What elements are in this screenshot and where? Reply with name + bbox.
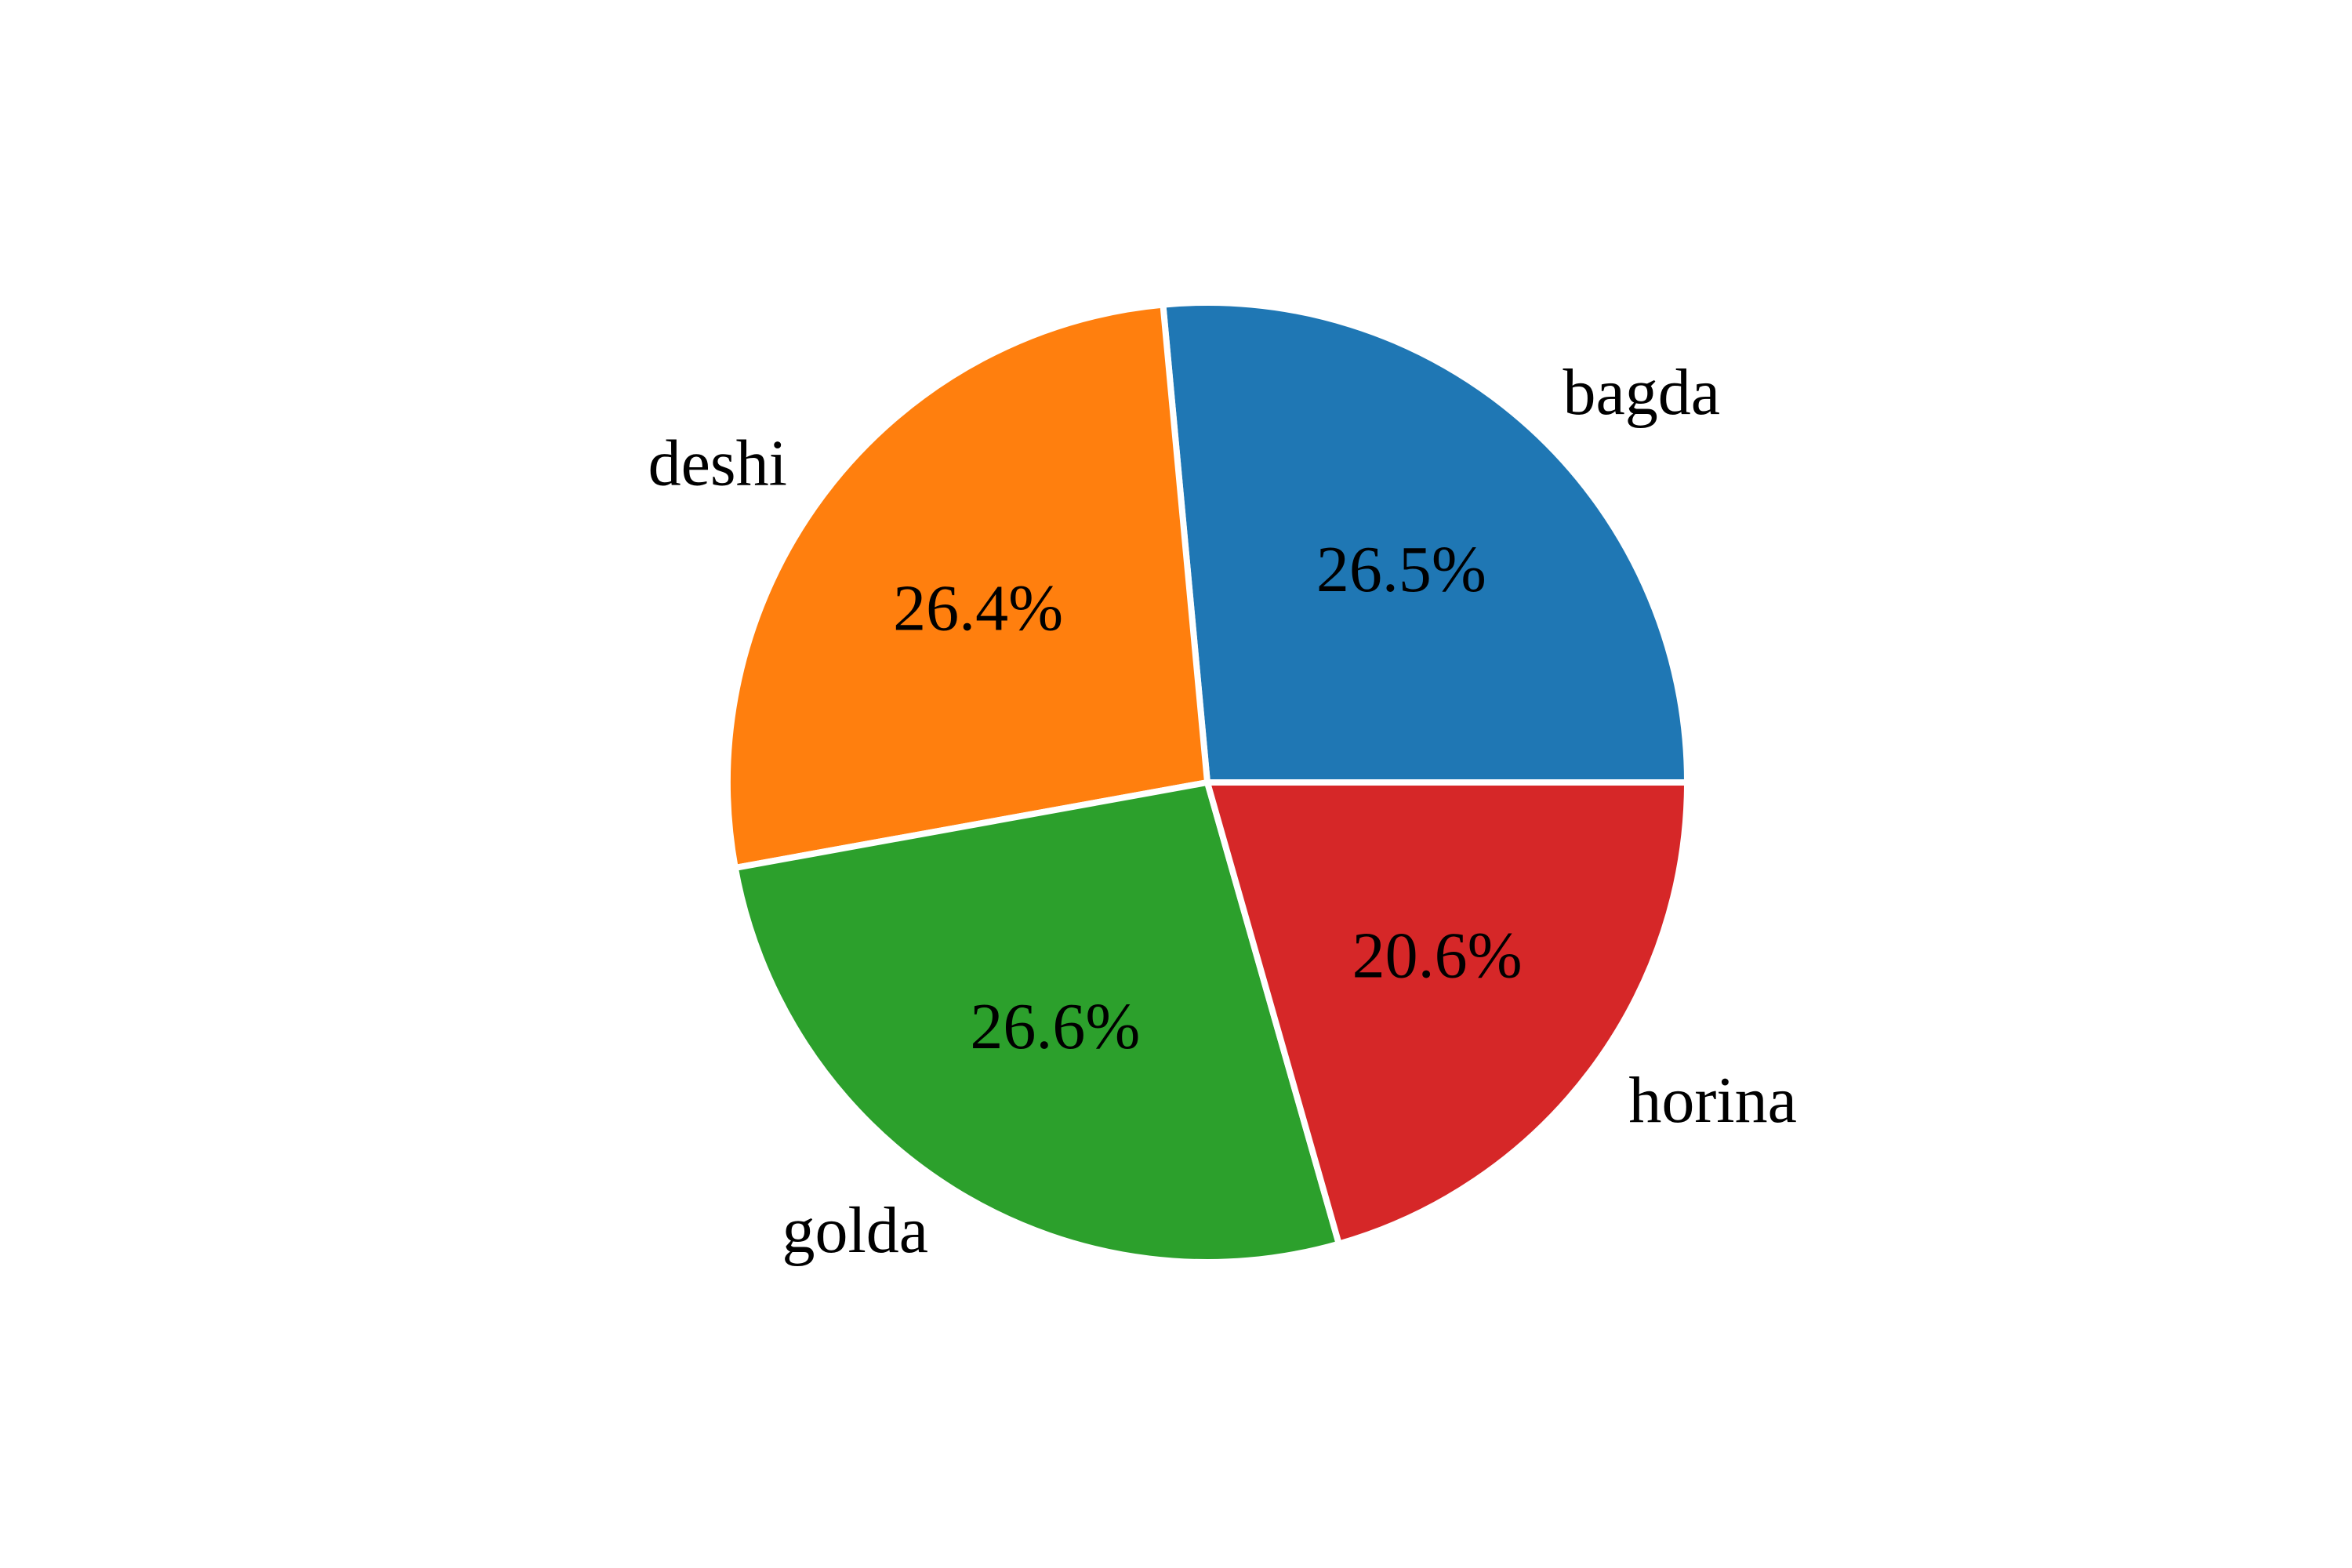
- pie-slice-deshi: [724, 301, 1210, 871]
- slice-percent-golda: 26.6%: [970, 990, 1140, 1063]
- slice-label-deshi: deshi: [648, 426, 787, 499]
- slice-percent-horina: 20.6%: [1352, 920, 1523, 993]
- slice-percent-deshi: 26.4%: [893, 572, 1063, 644]
- slice-label-horina: horina: [1628, 1064, 1797, 1137]
- pie-labels: bagda 26.5% deshi 26.4% golda 26.6% horina 20.6…: [648, 356, 1797, 1267]
- slice-percent-bagda: 26.5%: [1316, 533, 1486, 606]
- pie-slices: [724, 299, 1690, 1265]
- pie-slice-golda: [731, 779, 1342, 1265]
- slice-label-bagda: bagda: [1563, 356, 1720, 429]
- pie-slice-bagda: [1160, 299, 1690, 786]
- pie-slice-horina: [1204, 779, 1690, 1247]
- slice-label-golda: golda: [782, 1194, 928, 1267]
